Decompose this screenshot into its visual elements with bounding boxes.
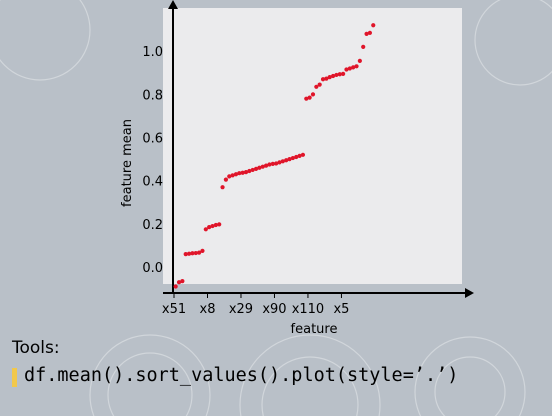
data-point <box>330 73 336 79</box>
data-point <box>180 279 185 284</box>
data-point <box>364 31 369 37</box>
data-point <box>270 161 275 166</box>
data-point <box>351 65 356 70</box>
x-tick-label: x110 <box>292 302 325 317</box>
data-point <box>344 67 349 72</box>
data-point <box>260 164 265 169</box>
y-tick-label: 0.2 <box>142 218 163 233</box>
data-point <box>263 163 269 168</box>
data-point <box>203 227 208 232</box>
y-tick-label: 0.4 <box>142 175 163 190</box>
data-point <box>307 95 312 100</box>
code-accent-bar <box>12 368 17 387</box>
data-point <box>190 251 195 256</box>
data-point <box>173 284 178 289</box>
data-point <box>197 250 202 255</box>
y-axis-title: feature mean <box>120 119 135 207</box>
data-point <box>233 172 239 177</box>
data-point <box>213 222 218 228</box>
data-point <box>223 177 229 182</box>
data-point <box>243 169 249 175</box>
data-point <box>334 72 339 78</box>
data-point <box>354 64 359 69</box>
data-point <box>230 173 235 178</box>
data-point <box>287 157 292 162</box>
data-point <box>341 71 346 76</box>
data-point <box>294 154 299 160</box>
data-point <box>240 170 245 175</box>
data-point <box>367 30 373 35</box>
data-point <box>186 251 192 256</box>
data-point <box>210 223 215 229</box>
data-point <box>227 174 232 179</box>
data-point <box>320 77 326 82</box>
data-point <box>347 66 352 71</box>
data-point <box>297 153 302 158</box>
x-tick-label: x8 <box>200 302 216 317</box>
data-point <box>300 152 306 157</box>
y-axis-arrow <box>168 0 178 9</box>
data-point <box>274 161 279 166</box>
data-point <box>207 225 212 230</box>
data-point <box>324 76 329 81</box>
y-tick-label: 1.0 <box>142 45 163 60</box>
data-point <box>237 171 242 176</box>
data-point <box>257 165 262 170</box>
data-point <box>176 280 182 285</box>
data-point <box>183 252 188 257</box>
x-tick-label: x29 <box>229 302 253 317</box>
y-tick-label: 0.8 <box>142 88 163 103</box>
data-point <box>310 92 316 97</box>
data-point <box>290 155 295 161</box>
x-tick-label: x51 <box>162 302 186 317</box>
data-point <box>250 167 255 173</box>
data-point <box>280 159 285 164</box>
data-point <box>267 162 272 167</box>
data-point <box>314 84 319 89</box>
data-point <box>247 168 252 174</box>
data-point <box>217 222 222 227</box>
data-point <box>284 158 289 163</box>
data-point <box>327 74 332 80</box>
y-tick-label: 0.0 <box>142 261 163 276</box>
data-point <box>277 160 282 165</box>
data-point <box>317 82 322 87</box>
tools-label: Tools: <box>12 338 60 358</box>
x-axis-title: feature <box>291 322 338 337</box>
plot-area <box>163 8 462 284</box>
x-tick-label: x5 <box>333 302 349 317</box>
x-tick-label: x90 <box>262 302 286 317</box>
data-point <box>357 58 362 63</box>
code-snippet: df.mean().sort_values().plot(style=’.’) <box>24 365 459 386</box>
data-point <box>253 166 259 171</box>
data-point <box>361 44 366 49</box>
data-point <box>200 248 205 253</box>
data-point <box>371 23 376 28</box>
data-point <box>193 250 198 256</box>
data-point <box>304 96 309 101</box>
data-point <box>337 72 342 77</box>
x-axis-arrow <box>465 288 474 298</box>
y-tick-label: 0.6 <box>142 132 163 147</box>
data-point <box>220 185 225 190</box>
